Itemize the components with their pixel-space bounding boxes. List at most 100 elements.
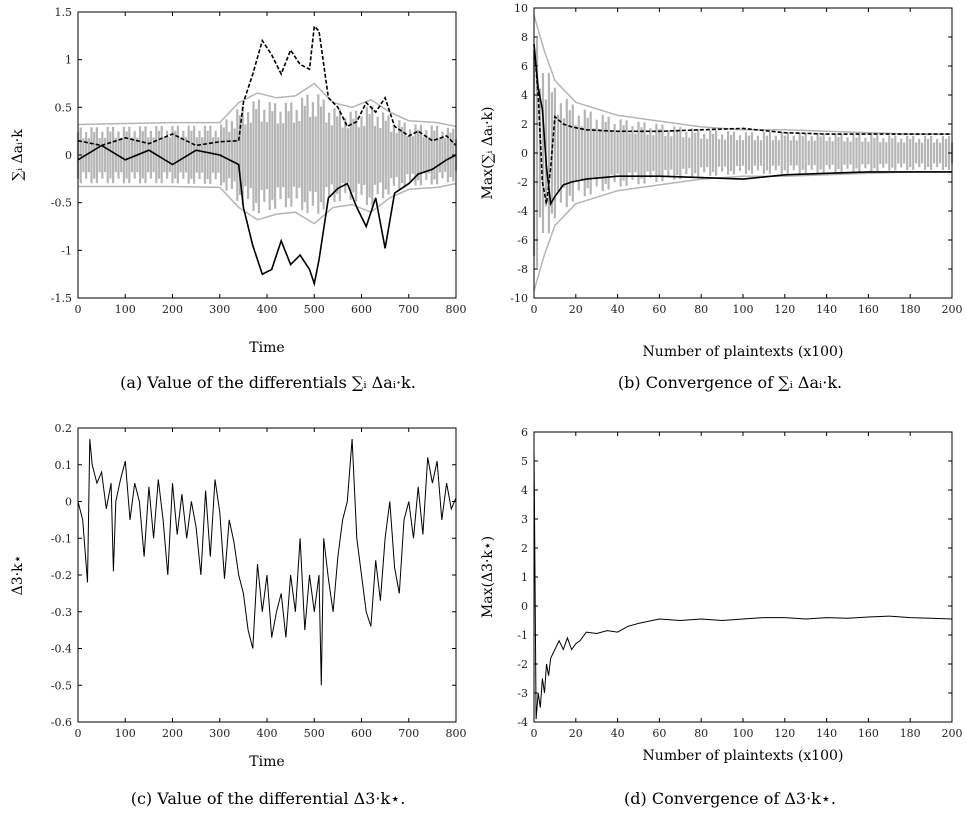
x-tick-label: 140 <box>816 303 837 316</box>
x-axis-label: Time <box>249 754 284 770</box>
y-axis-label: Max(∑ᵢ Δaᵢ·k) <box>480 107 496 200</box>
x-tick-label: 300 <box>209 727 230 740</box>
series-gray-lower <box>78 182 457 225</box>
caption-a: (a) Value of the differentials ∑ᵢ Δaᵢ·k. <box>120 373 416 392</box>
y-tick-label: -3 <box>517 687 528 700</box>
x-tick-label: 200 <box>942 727 963 740</box>
y-tick-label: 1 <box>65 54 72 67</box>
panel-d: 0 20 40 60 80 100 120 140 160 180 200 6 5 4 3 2 1 0 -1 -2 -3… <box>480 426 963 764</box>
x-tick-label: 160 <box>858 727 879 740</box>
y-tick-label: -0.3 <box>51 606 72 619</box>
y-tick-label: 0 <box>521 147 528 160</box>
x-tick-label: 200 <box>942 303 963 316</box>
y-tick-label: -1 <box>61 244 72 257</box>
x-tick-label: 100 <box>115 727 136 740</box>
x-tick-label: 300 <box>209 303 230 316</box>
x-tick-label: 180 <box>900 727 921 740</box>
x-axis-label: Number of plaintexts (x100) <box>643 748 844 764</box>
y-tick-label: -10 <box>510 292 528 305</box>
x-tick-label: 400 <box>257 303 278 316</box>
series-dashed-line <box>77 24 457 147</box>
y-tick-label: 5 <box>521 455 528 468</box>
x-tick-label: 180 <box>900 303 921 316</box>
y-tick-label: 0.5 <box>55 101 73 114</box>
x-tick-label: 700 <box>398 727 419 740</box>
x-tick-label: 400 <box>257 727 278 740</box>
y-tick-label: -1 <box>517 629 528 642</box>
y-tick-label: -0.2 <box>51 569 72 582</box>
panel-a: 0 100 200 300 400 500 600 700 800 1.5 1 0.5 0 -0.5 -1 -… <box>10 6 467 356</box>
x-tick-label: 100 <box>733 727 754 740</box>
x-tick-label: 500 <box>304 727 325 740</box>
y-axis-label: Max(Δ3·k⋆) <box>480 536 496 618</box>
series-gray-upper <box>533 15 952 135</box>
series-gray-band <box>76 94 458 214</box>
x-tick-label: 120 <box>774 303 795 316</box>
x-axis-label: Number of plaintexts (x100) <box>643 344 844 360</box>
y-tick-label: 0.1 <box>55 459 73 472</box>
x-tick-label: 60 <box>652 727 666 740</box>
plot-frame <box>533 431 953 723</box>
x-tick-label: 200 <box>162 303 183 316</box>
x-tick-label: 60 <box>652 303 666 316</box>
x-tick-label: 160 <box>858 303 879 316</box>
y-tick-label: 0 <box>65 149 72 162</box>
x-tick-label: 100 <box>733 303 754 316</box>
x-tick-label: 40 <box>611 303 625 316</box>
y-tick-label: 0.2 <box>55 422 73 435</box>
x-tick-label: 800 <box>446 303 467 316</box>
y-tick-label: 4 <box>521 484 528 497</box>
x-tick-label: 20 <box>569 727 583 740</box>
x-tick-label: 500 <box>304 303 325 316</box>
y-tick-label: -1.5 <box>51 292 72 305</box>
series-solid-line <box>533 446 953 720</box>
y-tick-label: -0.5 <box>51 197 72 210</box>
x-tick-label: 40 <box>611 727 625 740</box>
y-tick-label: 8 <box>521 31 528 44</box>
y-tick-label: -4 <box>517 205 528 218</box>
y-tick-label: -2 <box>517 176 528 189</box>
y-tick-label: -0.6 <box>51 716 72 729</box>
y-tick-label: 2 <box>521 542 528 555</box>
series-dashed-line <box>533 44 952 204</box>
y-tick-label: 6 <box>521 426 528 439</box>
x-tick-label: 0 <box>531 727 538 740</box>
series-gray-band <box>532 38 954 268</box>
y-axis-label: ∑ᵢ Δaᵢ·k <box>10 129 26 181</box>
x-tick-label: 600 <box>351 303 372 316</box>
x-tick-label: 80 <box>694 303 708 316</box>
x-tick-label: 600 <box>351 727 372 740</box>
y-tick-label: 1.5 <box>55 6 73 19</box>
y-tick-label: -6 <box>517 234 528 247</box>
x-tick-label: 20 <box>569 303 583 316</box>
caption-d: (d) Convergence of Δ3·k⋆. <box>624 789 836 808</box>
y-tick-label: 2 <box>521 118 528 131</box>
panel-b: 0 20 40 60 80 100 120 140 160 180 2001086420-2-4-6… <box>480 2 963 360</box>
series-solid-line <box>533 44 952 207</box>
y-tick-label: 1 <box>521 571 528 584</box>
y-tick-label: 4 <box>521 89 528 102</box>
y-tick-label: 10 <box>514 2 528 15</box>
x-tick-label: 140 <box>816 727 837 740</box>
y-tick-label: -4 <box>517 716 528 729</box>
x-tick-label: 0 <box>75 303 82 316</box>
y-tick-label: 0 <box>65 496 72 509</box>
y-axis-label: Δ3·k⋆ <box>10 555 26 596</box>
x-tick-label: 800 <box>446 727 467 740</box>
y-tick-label: 3 <box>521 513 528 526</box>
x-tick-label: 200 <box>162 727 183 740</box>
y-tick-label: -8 <box>517 263 528 276</box>
caption-c: (c) Value of the differential Δ3·k⋆. <box>131 789 406 808</box>
x-tick-label: 120 <box>774 727 795 740</box>
y-tick-label: 0 <box>521 600 528 613</box>
x-tick-label: 0 <box>75 727 82 740</box>
y-tick-label: -0.5 <box>51 679 72 692</box>
y-tick-label: -0.1 <box>51 532 72 545</box>
y-tick-label: -2 <box>517 658 528 671</box>
y-tick-label: 6 <box>521 60 528 73</box>
series-solid-line <box>77 144 457 287</box>
x-tick-label: 0 <box>531 303 538 316</box>
x-tick-label: 80 <box>694 727 708 740</box>
panel-c: 0 100 200 300 400 500 600 700 800 0.2 0.1 0 -0.1 -0.2… <box>10 422 467 770</box>
y-tick-label: -0.4 <box>51 643 72 656</box>
